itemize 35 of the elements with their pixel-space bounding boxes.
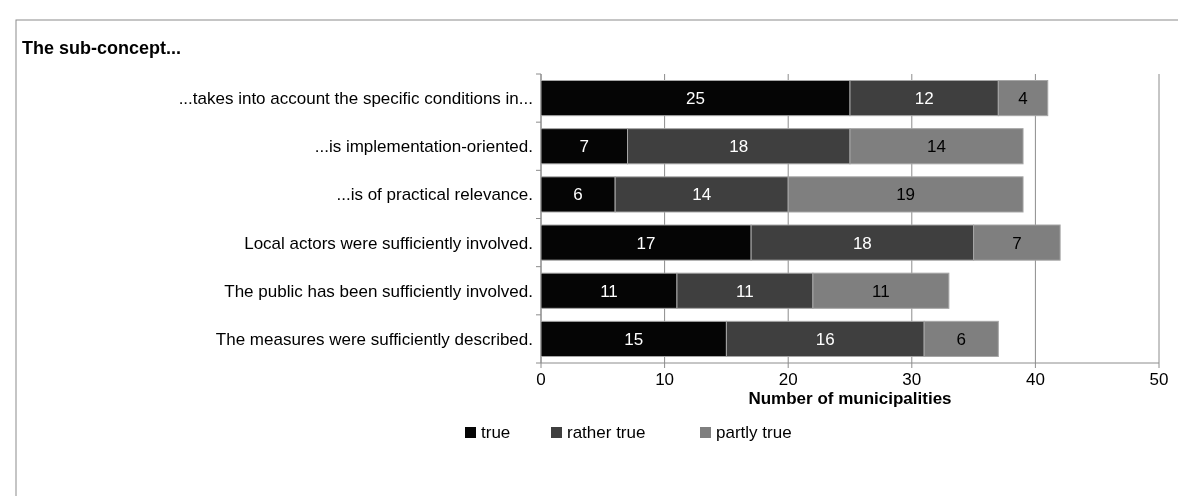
x-tick-label: 30 xyxy=(902,370,922,389)
data-label: 18 xyxy=(852,233,872,253)
x-tick-label: 0 xyxy=(536,370,546,389)
data-label: 11 xyxy=(736,281,754,301)
data-label: 19 xyxy=(896,185,916,205)
y-tick-label: Local actors were sufficiently involved. xyxy=(244,233,533,253)
data-label: 7 xyxy=(579,137,589,157)
y-tick-label: The public has been sufficiently involved. xyxy=(224,281,533,301)
data-label: 6 xyxy=(573,185,583,205)
legend-label: partly true xyxy=(716,423,792,442)
x-tick-label: 40 xyxy=(1025,370,1045,389)
data-label: 16 xyxy=(815,329,835,349)
data-label: 14 xyxy=(692,185,712,205)
x-axis-title: Number of municipalities xyxy=(748,389,952,408)
data-label: 12 xyxy=(914,89,934,109)
y-tick-label: ...is implementation-oriented. xyxy=(314,137,533,157)
data-label: 11 xyxy=(872,281,890,301)
x-tick-label: 50 xyxy=(1149,370,1169,389)
data-label: 4 xyxy=(1018,89,1028,109)
y-tick-label: ...takes into account the specific conditions in... xyxy=(178,89,533,109)
data-label: 14 xyxy=(927,137,946,157)
data-label: 17 xyxy=(636,233,656,253)
data-label: 11 xyxy=(600,281,618,301)
y-tick-label: The measures were sufficiently described. xyxy=(215,329,533,349)
data-label: 7 xyxy=(1012,233,1022,253)
data-label: 18 xyxy=(729,137,749,157)
data-label: 25 xyxy=(686,89,705,109)
legend-label: rather true xyxy=(567,423,646,442)
data-label: 6 xyxy=(956,329,966,349)
x-tick-label: 10 xyxy=(655,370,675,389)
y-tick-label: ...is of practical relevance. xyxy=(336,185,533,205)
text: The sub-concept... xyxy=(22,38,182,58)
x-tick-label: 20 xyxy=(778,370,798,389)
legend-label: true xyxy=(481,423,511,442)
data-label: 15 xyxy=(624,329,644,349)
